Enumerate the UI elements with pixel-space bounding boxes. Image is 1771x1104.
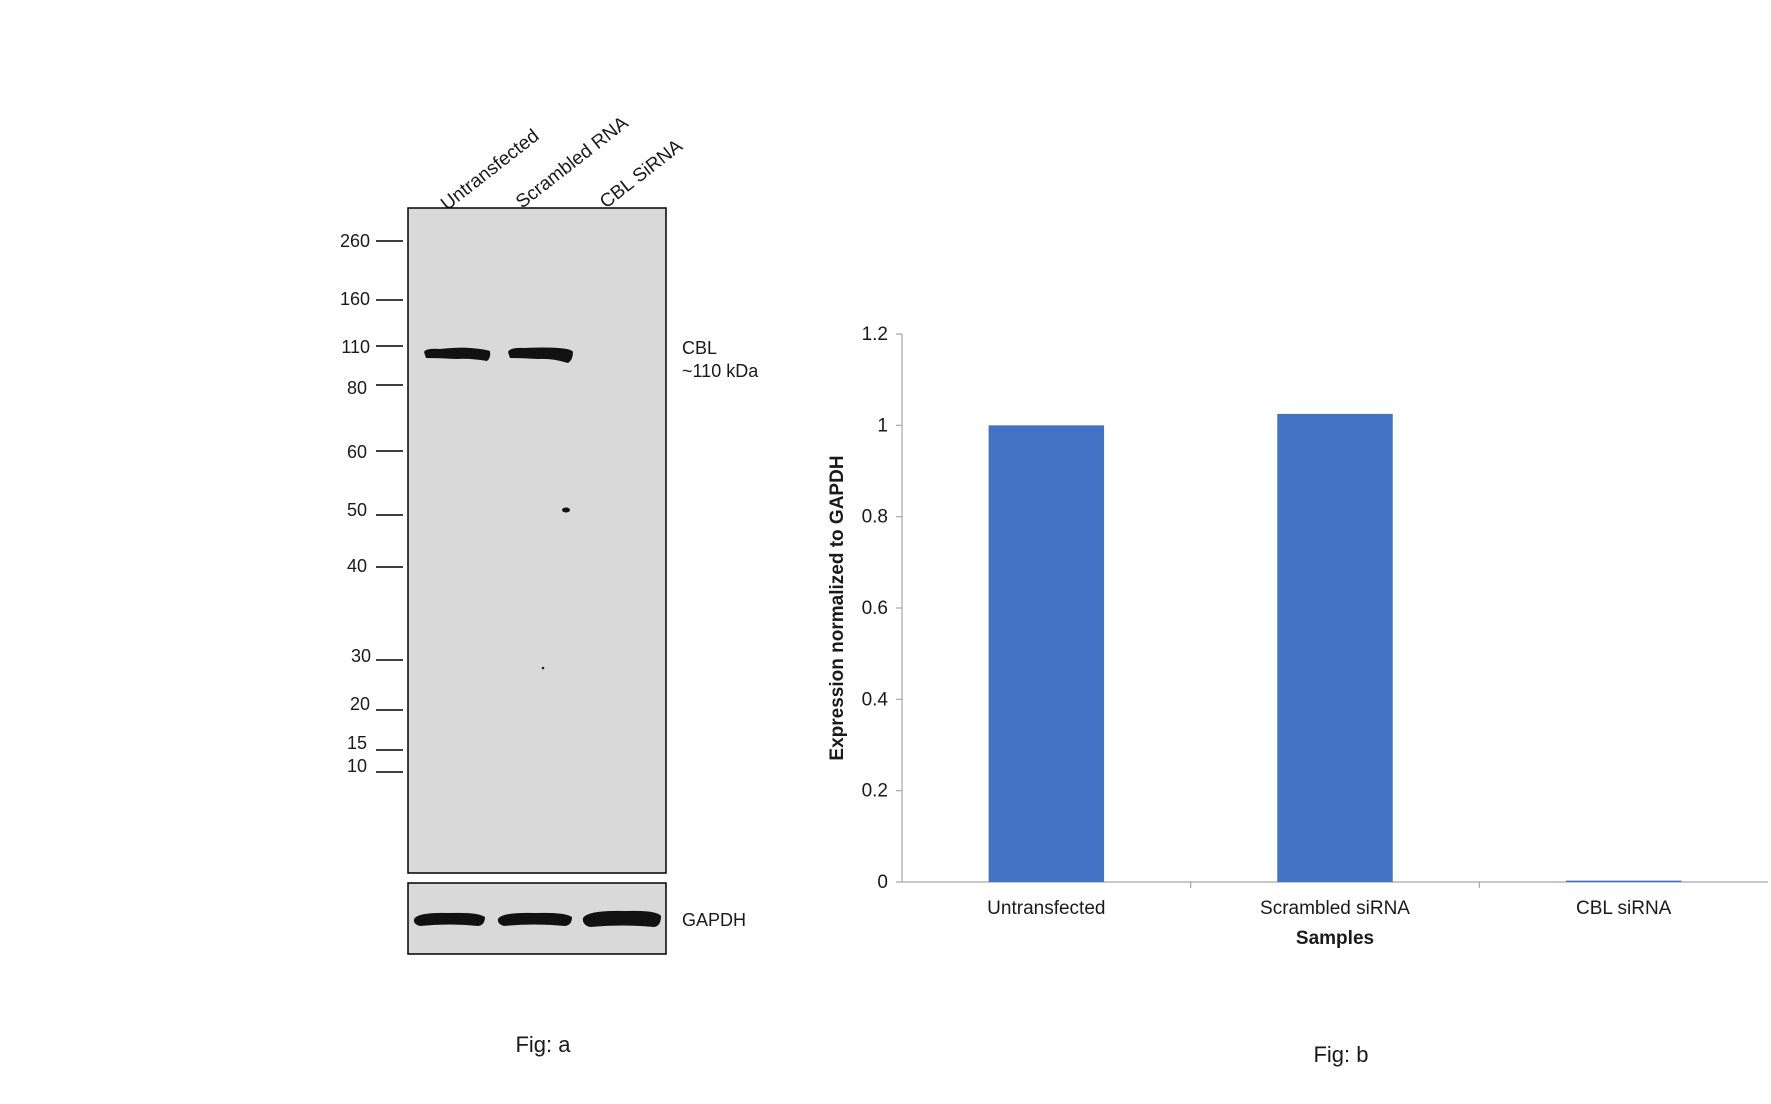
mw-marker-50: 50 bbox=[347, 500, 403, 520]
svg-text:20: 20 bbox=[350, 694, 370, 714]
x-category-label: Untransfected bbox=[987, 898, 1105, 919]
svg-text:10: 10 bbox=[347, 756, 367, 776]
bar-cbl-sirna bbox=[1565, 880, 1682, 882]
band-size-label: ~110 kDa bbox=[682, 361, 759, 381]
y-tick-label: 1 bbox=[877, 415, 888, 436]
y-tick-label: 0 bbox=[877, 872, 888, 893]
lane-label-cbl-sirna: CBL SiRNA bbox=[596, 136, 687, 213]
svg-text:60: 60 bbox=[347, 442, 367, 462]
mw-marker-10: 10 bbox=[347, 756, 403, 776]
svg-text:30: 30 bbox=[351, 646, 371, 666]
svg-text:15: 15 bbox=[347, 733, 367, 753]
svg-text:40: 40 bbox=[347, 556, 367, 576]
membrane-main bbox=[407, 207, 667, 874]
western-blot-panel: Untransfected Scrambled RNA CBL SiRNA 26… bbox=[340, 112, 759, 1057]
cbl-band-untransfected bbox=[424, 347, 491, 361]
mw-marker-40: 40 bbox=[347, 556, 403, 576]
y-tick-label: 0.6 bbox=[862, 598, 888, 619]
mw-marker-60: 60 bbox=[347, 442, 403, 462]
mw-marker-110: 110 bbox=[341, 337, 403, 357]
bar-scrambled-sirna bbox=[1277, 413, 1393, 882]
gapdh-band-untransfected bbox=[413, 912, 485, 926]
svg-text:160: 160 bbox=[340, 289, 370, 309]
mw-marker-80: 80 bbox=[347, 378, 403, 398]
y-tick-label: 0.8 bbox=[862, 507, 888, 528]
gapdh-band-cbl-sirna bbox=[582, 910, 661, 927]
figure-a-caption: Fig: a bbox=[515, 1032, 571, 1057]
gapdh-band-scrambled bbox=[497, 912, 572, 926]
bar-chart-panel: 0 0.2 0.4 0.6 0.8 1 1.2 Untransfected Scrambled… bbox=[827, 324, 1768, 1067]
y-tick-label: 1.2 bbox=[862, 324, 888, 345]
x-axis-title: Samples bbox=[1296, 928, 1374, 949]
bar-untransfected bbox=[988, 425, 1105, 882]
mw-marker-30: 30 bbox=[351, 646, 403, 666]
loading-control-label: GAPDH bbox=[682, 910, 746, 930]
figure-b-caption: Fig: b bbox=[1313, 1042, 1368, 1067]
x-category-label: CBL siRNA bbox=[1576, 898, 1672, 919]
mw-marker-260: 260 bbox=[340, 231, 403, 251]
y-axis-title: Expression normalized to GAPDH bbox=[827, 455, 848, 760]
y-tick-label: 0.4 bbox=[862, 689, 889, 710]
mw-marker-20: 20 bbox=[350, 694, 403, 714]
membrane-speck bbox=[562, 507, 570, 513]
svg-text:80: 80 bbox=[347, 378, 367, 398]
cbl-band-scrambled bbox=[508, 347, 573, 363]
mw-marker-160: 160 bbox=[340, 289, 403, 309]
mw-marker-15: 15 bbox=[347, 733, 403, 753]
band-label-cbl: CBL bbox=[682, 338, 717, 358]
x-category-label: Scrambled siRNA bbox=[1260, 898, 1410, 919]
svg-text:110: 110 bbox=[341, 337, 370, 357]
svg-text:260: 260 bbox=[340, 231, 370, 251]
membrane-speck-small bbox=[541, 666, 545, 670]
y-tick-label: 0.2 bbox=[862, 781, 888, 802]
svg-text:50: 50 bbox=[347, 500, 367, 520]
